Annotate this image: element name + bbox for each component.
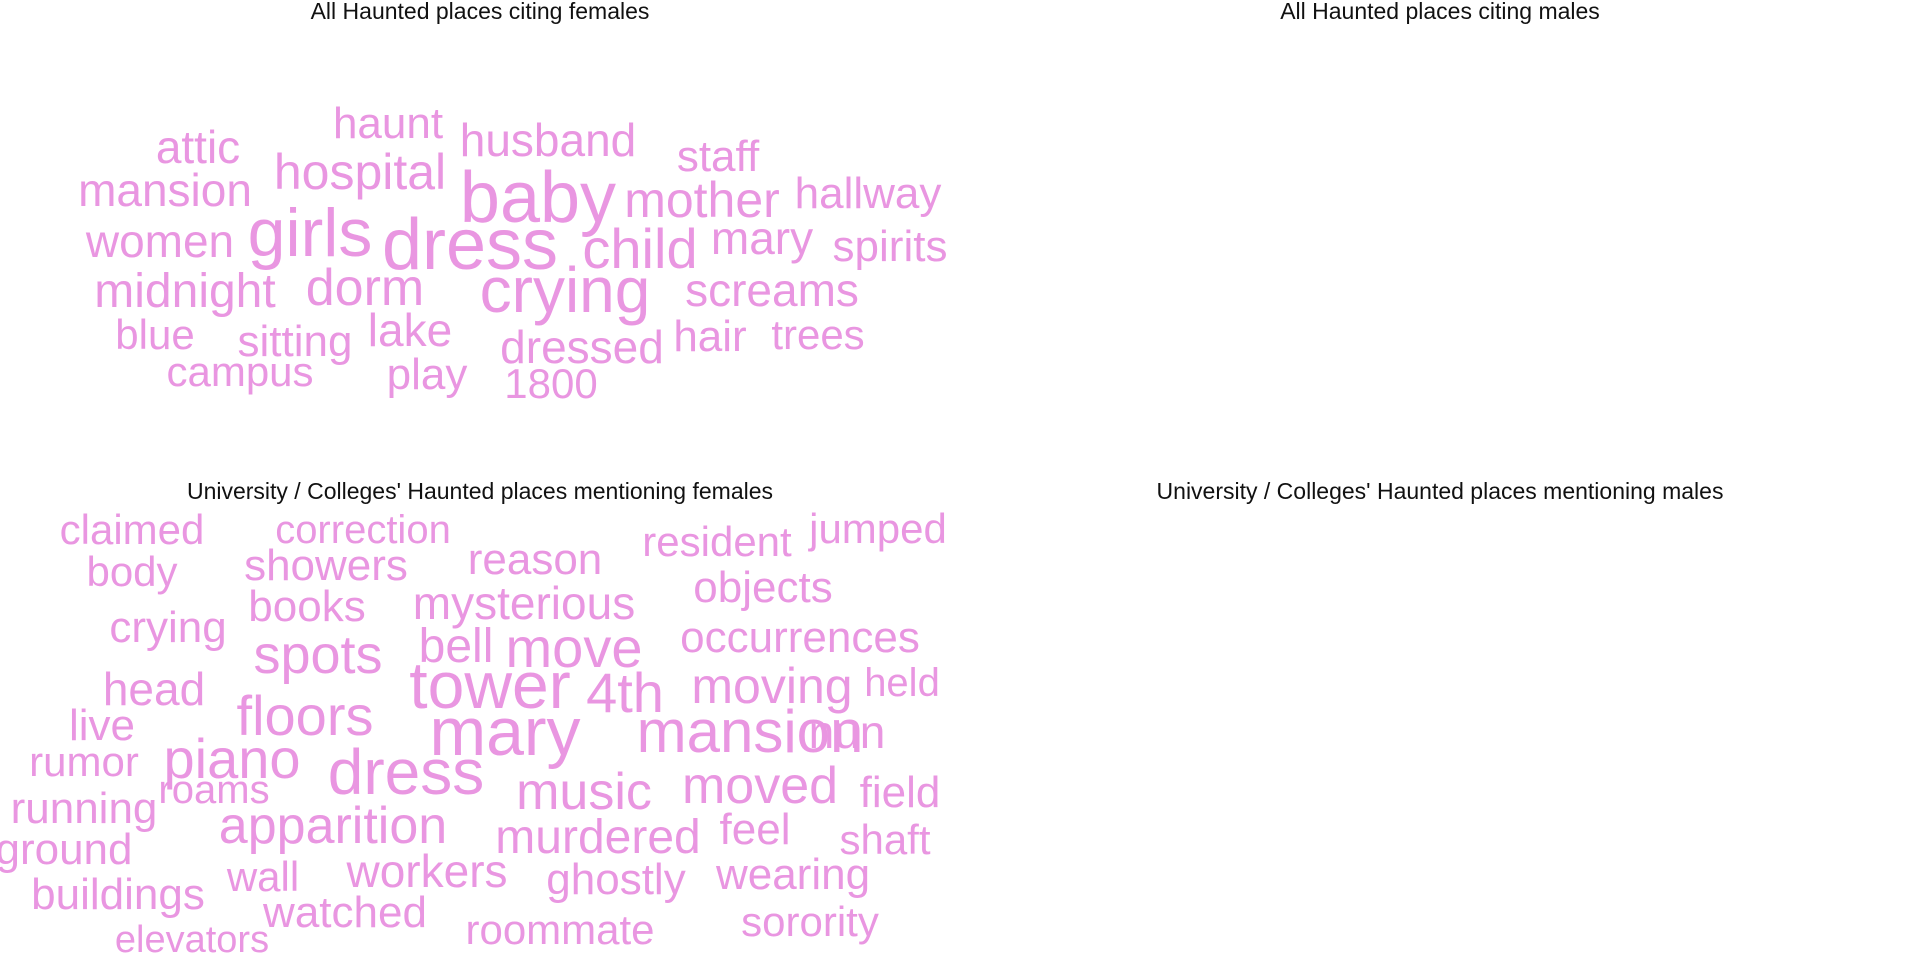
word-4th: 4th bbox=[586, 661, 664, 724]
word-buildings: buildings bbox=[31, 870, 205, 919]
word-moved: moved bbox=[681, 757, 839, 815]
word-spots: spots bbox=[253, 625, 383, 685]
word-floors: floors bbox=[236, 684, 374, 747]
word-attic: attic bbox=[155, 121, 241, 173]
word-occurrences: occurrences bbox=[680, 613, 920, 662]
word-held: held bbox=[864, 661, 940, 705]
word-baby: baby bbox=[459, 158, 617, 238]
word-mother: mother bbox=[624, 172, 780, 228]
panel-title: All Haunted places citing females bbox=[310, 0, 650, 24]
word-mary: mary bbox=[429, 694, 581, 770]
word-workers: workers bbox=[346, 845, 508, 897]
word-move: move bbox=[505, 616, 643, 679]
wordcloud-panel-all-males: All Haunted places citing males startedb… bbox=[960, 0, 1920, 480]
word-music: music bbox=[516, 763, 652, 821]
word-mary: mary bbox=[710, 212, 814, 264]
word-tower: tower bbox=[409, 648, 571, 722]
word-dorm: dorm bbox=[305, 259, 425, 317]
word-running: running bbox=[10, 784, 158, 833]
word-hair: hair bbox=[673, 312, 747, 361]
word-lake: lake bbox=[367, 304, 453, 356]
word-claimed: claimed bbox=[59, 506, 205, 553]
word-showers: showers bbox=[244, 541, 408, 590]
word-spirits: spirits bbox=[832, 222, 948, 271]
word-sorority: sorority bbox=[741, 898, 879, 945]
panel-title: University / Colleges' Haunted places me… bbox=[186, 480, 774, 504]
word-haunt: haunt bbox=[332, 99, 444, 148]
word-dress: dress bbox=[327, 736, 485, 808]
wordcloud-panel-university-females: University / Colleges' Haunted places me… bbox=[0, 480, 960, 960]
word-feel: feel bbox=[719, 805, 791, 854]
word-trees: trees bbox=[771, 311, 865, 358]
word-piano: piano bbox=[163, 727, 301, 790]
word-staff: staff bbox=[676, 132, 760, 181]
word-resident: resident bbox=[642, 518, 792, 565]
word-hospital: hospital bbox=[273, 144, 447, 200]
word-blue: blue bbox=[115, 311, 195, 358]
word-books: books bbox=[248, 582, 366, 631]
word-wearing: wearing bbox=[715, 850, 871, 899]
word-husband: husband bbox=[459, 114, 637, 166]
word-dress: dress bbox=[381, 205, 559, 285]
word-watched: watched bbox=[263, 888, 427, 937]
word-objects: objects bbox=[693, 563, 833, 612]
word-murdered: murdered bbox=[495, 811, 701, 864]
panel-title: University / Colleges' Haunted places me… bbox=[1156, 480, 1724, 504]
word-body: body bbox=[86, 548, 178, 595]
word-campus: campus bbox=[166, 348, 314, 395]
word-women: women bbox=[85, 215, 235, 267]
word-child: child bbox=[582, 217, 698, 280]
word-field: field bbox=[859, 768, 941, 817]
word-ghostly: ghostly bbox=[546, 855, 686, 904]
word-rumor: rumor bbox=[29, 738, 139, 785]
word-play: play bbox=[386, 350, 468, 399]
word-dressed: dressed bbox=[500, 321, 664, 373]
word-screams: screams bbox=[685, 264, 859, 316]
word-mansion: mansion bbox=[78, 164, 252, 216]
word-nun: nun bbox=[808, 706, 886, 758]
wordcloud-panel-university-males: University / Colleges' Haunted places me… bbox=[960, 480, 1920, 960]
word-wall: wall bbox=[226, 853, 300, 900]
word-roommate: roommate bbox=[465, 906, 655, 953]
word-ground: ground bbox=[0, 825, 133, 874]
word-reason: reason bbox=[467, 535, 603, 584]
word-elevators: elevators bbox=[114, 919, 270, 960]
word-girls: girls bbox=[247, 195, 373, 271]
word-apparition: apparition bbox=[218, 797, 448, 855]
word-live: live bbox=[68, 701, 136, 750]
word-midnight: midnight bbox=[94, 265, 276, 318]
word-shaft: shaft bbox=[839, 816, 931, 863]
word-jumped: jumped bbox=[809, 505, 947, 552]
word-crying: crying bbox=[109, 603, 227, 652]
word-bell: bell bbox=[418, 620, 494, 673]
word-1800: 1800 bbox=[504, 360, 598, 407]
word-mansion: mansion bbox=[636, 698, 864, 765]
word-head: head bbox=[102, 663, 206, 715]
wordcloud-panel-all-females: All Haunted places citing females attic h… bbox=[0, 0, 960, 480]
word-crying: crying bbox=[479, 254, 651, 326]
word-correction: correction bbox=[275, 508, 451, 552]
panel-title: All Haunted places citing males bbox=[1280, 0, 1600, 24]
word-roams: roams bbox=[158, 768, 270, 812]
word-moving: moving bbox=[691, 658, 853, 714]
word-hallway: hallway bbox=[794, 169, 942, 218]
word-sitting: sitting bbox=[237, 317, 353, 366]
word-mysterious: mysterious bbox=[412, 577, 636, 629]
